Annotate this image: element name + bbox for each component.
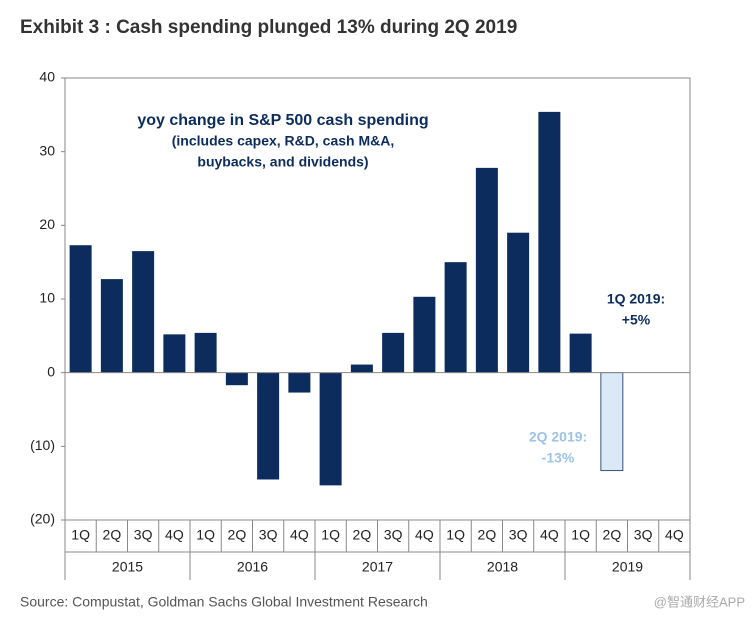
x-tick-label: 1Q [71, 527, 90, 543]
callout: -13% [542, 450, 575, 466]
x-tick-label: 1Q [196, 527, 215, 543]
y-tick-label: 40 [39, 69, 55, 85]
bar [382, 332, 405, 373]
x-tick-label: 3Q [384, 527, 403, 543]
y-tick-label: 10 [39, 290, 55, 306]
bar [225, 372, 248, 386]
bar [69, 245, 92, 373]
bar [413, 296, 436, 373]
bar [194, 332, 217, 373]
x-tick-label: 3Q [134, 527, 153, 543]
group-label: 2019 [612, 559, 643, 575]
bar [132, 251, 155, 373]
callout: +5% [622, 312, 651, 328]
bar [569, 333, 592, 373]
x-tick-label: 4Q [290, 527, 309, 543]
x-tick-label: 4Q [665, 527, 684, 543]
x-tick-label: 2Q [478, 527, 497, 543]
bar [163, 334, 186, 373]
bar [507, 232, 530, 373]
bar [600, 372, 624, 472]
bar [444, 262, 467, 373]
y-tick-label: (10) [30, 437, 55, 453]
x-tick-label: 4Q [540, 527, 559, 543]
group-label: 2016 [237, 559, 268, 575]
bar [288, 372, 311, 393]
bar [100, 279, 123, 373]
x-tick-label: 2Q [228, 527, 247, 543]
annotation: (includes capex, R&D, cash M&A, [172, 133, 395, 149]
x-tick-label: 3Q [634, 527, 653, 543]
bar [475, 167, 498, 373]
y-tick-label: 30 [39, 142, 55, 158]
bar [319, 372, 342, 486]
x-tick-label: 3Q [509, 527, 528, 543]
group-label: 2015 [112, 559, 143, 575]
x-tick-label: 1Q [571, 527, 590, 543]
chart-title: Exhibit 3 : Cash spending plunged 13% du… [20, 17, 517, 38]
annotation: buybacks, and dividends) [197, 154, 368, 170]
x-tick-label: 2Q [603, 527, 622, 543]
y-tick-label: 20 [39, 216, 55, 232]
bar [538, 111, 561, 373]
callout: 1Q 2019: [607, 291, 665, 307]
x-tick-label: 3Q [259, 527, 278, 543]
callout: 2Q 2019: [529, 429, 587, 445]
y-tick-label: (20) [30, 511, 55, 527]
bar [350, 364, 373, 373]
x-tick-label: 1Q [446, 527, 465, 543]
group-label: 2017 [362, 559, 393, 575]
watermark: @智通财经APP [654, 594, 745, 609]
x-tick-label: 1Q [321, 527, 340, 543]
group-label: 2018 [487, 559, 518, 575]
source: Source: Compustat, Goldman Sachs Global … [20, 594, 428, 610]
annotation: yoy change in S&P 500 cash spending [137, 112, 428, 129]
bar [257, 372, 280, 480]
x-tick-label: 4Q [165, 527, 184, 543]
x-tick-label: 2Q [353, 527, 372, 543]
y-tick-label: 0 [47, 363, 55, 379]
x-tick-label: 4Q [415, 527, 434, 543]
x-tick-label: 2Q [103, 527, 122, 543]
